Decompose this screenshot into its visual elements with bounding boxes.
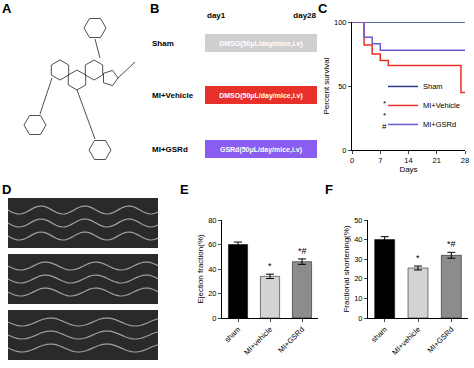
- svg-text:MI+GSRd: MI+GSRd: [423, 120, 456, 129]
- svg-text:MI+vehicle: MI+vehicle: [390, 325, 422, 357]
- svg-text:60: 60: [208, 240, 216, 249]
- svg-text:MI+GSRd: MI+GSRd: [276, 325, 306, 355]
- svg-text:A: A: [2, 1, 12, 16]
- svg-text:E: E: [180, 182, 189, 197]
- svg-text:20: 20: [354, 274, 362, 283]
- svg-text:Percent survival: Percent survival: [322, 57, 331, 114]
- svg-text:sham: sham: [369, 325, 388, 344]
- svg-text:*: *: [416, 253, 420, 263]
- svg-text:0: 0: [358, 314, 362, 323]
- svg-text:MI+vehicle: MI+vehicle: [242, 325, 274, 357]
- svg-text:*#: *#: [447, 239, 456, 249]
- svg-text:*: *: [383, 111, 386, 120]
- svg-text:B: B: [150, 1, 159, 16]
- svg-text:50: 50: [354, 216, 362, 225]
- svg-text:7: 7: [378, 156, 382, 165]
- svg-text:F: F: [325, 182, 333, 197]
- svg-text:*#: *#: [298, 246, 307, 256]
- svg-text:40: 40: [208, 265, 216, 274]
- svg-text:GSRd(50μL/day/mice,i.v): GSRd(50μL/day/mice,i.v): [220, 146, 302, 154]
- svg-text:100: 100: [334, 18, 347, 27]
- svg-text:30: 30: [354, 255, 362, 264]
- svg-text:40: 40: [354, 235, 362, 244]
- svg-text:28: 28: [461, 156, 469, 165]
- svg-text:D: D: [2, 182, 11, 197]
- svg-text:0: 0: [212, 314, 216, 323]
- svg-text:50: 50: [338, 82, 346, 91]
- svg-text:0: 0: [350, 156, 354, 165]
- svg-text:day1: day1: [207, 11, 226, 20]
- svg-text:DMSO(50μL/day/mice,i.v): DMSO(50μL/day/mice,i.v): [219, 92, 303, 100]
- svg-text:*: *: [383, 99, 386, 108]
- svg-text:14: 14: [404, 156, 412, 165]
- svg-text:MI+GSRd: MI+GSRd: [426, 325, 456, 355]
- svg-text:20: 20: [208, 289, 216, 298]
- svg-text:#: #: [382, 122, 387, 131]
- svg-text:Ejection fraction(%): Ejection fraction(%): [196, 234, 205, 304]
- svg-text:Sham: Sham: [423, 82, 443, 91]
- svg-text:Fractional shortening(%): Fractional shortening(%): [342, 225, 351, 312]
- svg-text:*: *: [268, 261, 272, 271]
- svg-text:Days: Days: [399, 165, 417, 174]
- svg-text:MI+Vehicle: MI+Vehicle: [152, 91, 194, 100]
- svg-text:DMSO(50μL/day/mice,i.v): DMSO(50μL/day/mice,i.v): [219, 40, 303, 48]
- svg-text:sham: sham: [223, 325, 242, 344]
- svg-text:0: 0: [342, 146, 346, 155]
- svg-text:Sham: Sham: [152, 39, 174, 48]
- svg-text:C: C: [318, 1, 328, 16]
- svg-text:MI+Vehicle: MI+Vehicle: [423, 101, 460, 110]
- svg-text:21: 21: [433, 156, 441, 165]
- svg-text:MI+GSRd: MI+GSRd: [152, 145, 188, 154]
- svg-text:10: 10: [354, 294, 362, 303]
- svg-text:day28: day28: [293, 11, 316, 20]
- svg-text:80: 80: [208, 216, 216, 225]
